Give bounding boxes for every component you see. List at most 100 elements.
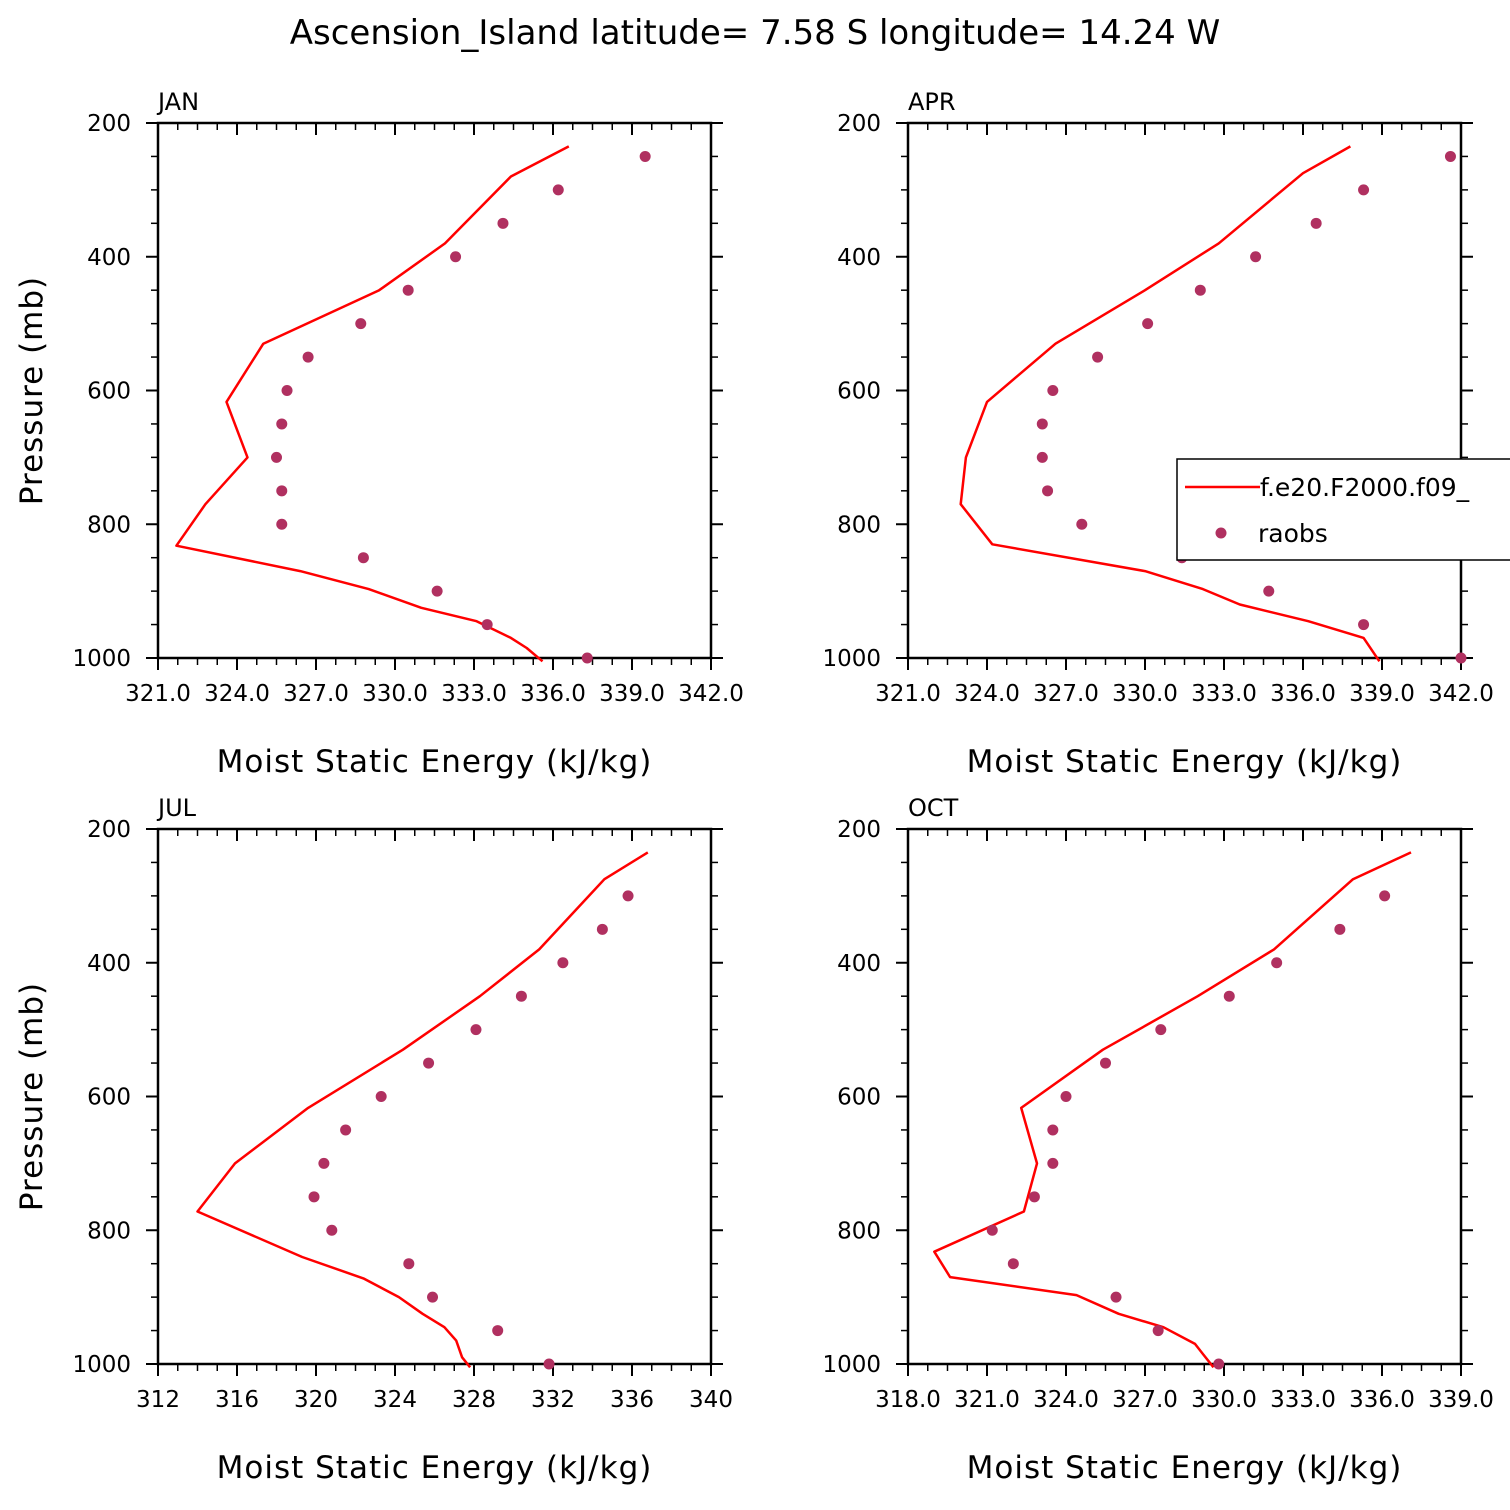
x-tick-label: 330.0 [1112,681,1178,707]
x-tick-label: 327.0 [283,681,349,707]
panels-container: JAN 321.0 324.0 327.0 330.0 333.0 336.0 339.0 34… [14,88,1510,1486]
y-tick-label: 600 [87,1085,131,1111]
obs-point [450,251,462,263]
obs-point [1334,923,1346,935]
obs-point [543,1358,555,1370]
obs-point [1213,1358,1225,1370]
x-tick-label: 336.0 [520,681,586,707]
x-tick-label: 324 [373,1387,417,1413]
obs-point [1047,1157,1059,1169]
panel-jul: JUL 312 316 320 324 328 332 336 340 200 400 600 800 1… [14,794,733,1486]
x-tick-label: 316 [215,1387,259,1413]
obs-point [1076,518,1088,530]
x-tick-label: 336 [610,1387,654,1413]
x-tick-label: 342.0 [1428,681,1494,707]
y-tick-label: 800 [87,1218,131,1244]
x-tick-label: 321.0 [954,1387,1020,1413]
obs-point [1047,1124,1059,1136]
obs-point [596,923,608,935]
obs-point [481,619,493,631]
x-tick-label: 330.0 [1191,1387,1257,1413]
y-tick-label: 600 [87,379,131,405]
y-tick-label: 1000 [72,1352,131,1378]
x-tick-label: 340 [689,1387,733,1413]
y-tick-label: 600 [837,1085,881,1111]
legend: f.e20.F2000.f09_raobs [1176,458,1510,561]
y-tick-label: 800 [87,512,131,538]
x-tick-label: 328 [452,1387,496,1413]
x-tick-label: 324.0 [954,681,1020,707]
panel-title: OCT [908,794,959,822]
y-tick-label: 400 [87,951,131,977]
y-tick-label: 1000 [822,646,881,672]
obs-point [1042,485,1054,497]
obs-point [986,1224,998,1236]
y-axis-label: Pressure (mb) [14,982,50,1211]
x-tick-label: 330.0 [362,681,428,707]
y-tick-label: 800 [837,1218,881,1244]
obs-point [1263,585,1275,597]
obs-point [1358,184,1370,196]
obs-point [276,518,288,530]
y-tick-label: 400 [87,245,131,271]
obs-point [1060,1091,1072,1102]
y-tick-label: 200 [837,111,881,137]
obs-point [1271,957,1283,969]
model-line [196,851,649,1369]
obs-point [302,351,314,363]
x-axis-label: Moist Static Energy (kJ/kg) [967,1450,1403,1486]
x-axis-label: Moist Static Energy (kJ/kg) [217,744,653,780]
obs-point [622,890,634,902]
panel-jan: JAN 321.0 324.0 327.0 330.0 333.0 336.0 339.0 34… [14,88,744,780]
obs-point [276,485,288,497]
obs-point [639,150,651,162]
x-tick-label: 318.0 [875,1387,941,1413]
legend-box [1176,458,1510,561]
panel-title: APR [908,88,956,116]
obs-point [427,1291,439,1303]
obs-point [340,1124,352,1136]
model-line [959,145,1381,662]
obs-point [1310,217,1322,229]
obs-point [318,1157,330,1169]
x-tick-label: 312 [136,1387,180,1413]
y-tick-label: 1000 [822,1352,881,1378]
x-tick-label: 339.0 [1349,681,1415,707]
y-tick-label: 200 [87,111,131,137]
obs-point [552,184,564,196]
obs-point [403,1258,415,1270]
obs-point [1455,652,1467,664]
x-tick-label: 327.0 [1033,681,1099,707]
x-tick-label: 333.0 [441,681,507,707]
obs-point [1155,1024,1167,1036]
model-line [175,145,570,663]
x-tick-label: 332 [531,1387,575,1413]
obs-point [1223,990,1235,1002]
x-tick-label: 333.0 [1191,681,1257,707]
obs-point [497,217,509,229]
panel-oct: OCT 318.0 321.0 324.0 327.0 330.0 333.0 336.0 33… [822,794,1493,1486]
y-tick-label: 200 [87,817,131,843]
panel-title: JUL [156,794,197,822]
plot-frame [156,827,713,1366]
obs-point [470,1024,482,1036]
obs-point [357,552,369,564]
legend-obs-label: raobs [1258,519,1328,548]
obs-point [1036,451,1048,463]
figure-title: Ascension_Island latitude= 7.58 S longit… [290,13,1221,53]
y-tick-label: 400 [837,245,881,271]
obs-point [1250,251,1262,263]
x-tick-label: 339.0 [1428,1387,1494,1413]
obs-point [402,284,414,296]
obs-point [1092,351,1104,363]
y-tick-label: 1000 [72,646,131,672]
x-tick-label: 327.0 [1112,1387,1178,1413]
obs-point [557,957,569,969]
obs-point [1358,619,1370,631]
obs-point [492,1325,504,1337]
x-tick-label: 320 [294,1387,338,1413]
panel-apr: APR 321.0 324.0 327.0 330.0 333.0 336.0 339.0 34… [822,88,1493,780]
model-line [933,851,1412,1369]
obs-point [326,1224,338,1236]
